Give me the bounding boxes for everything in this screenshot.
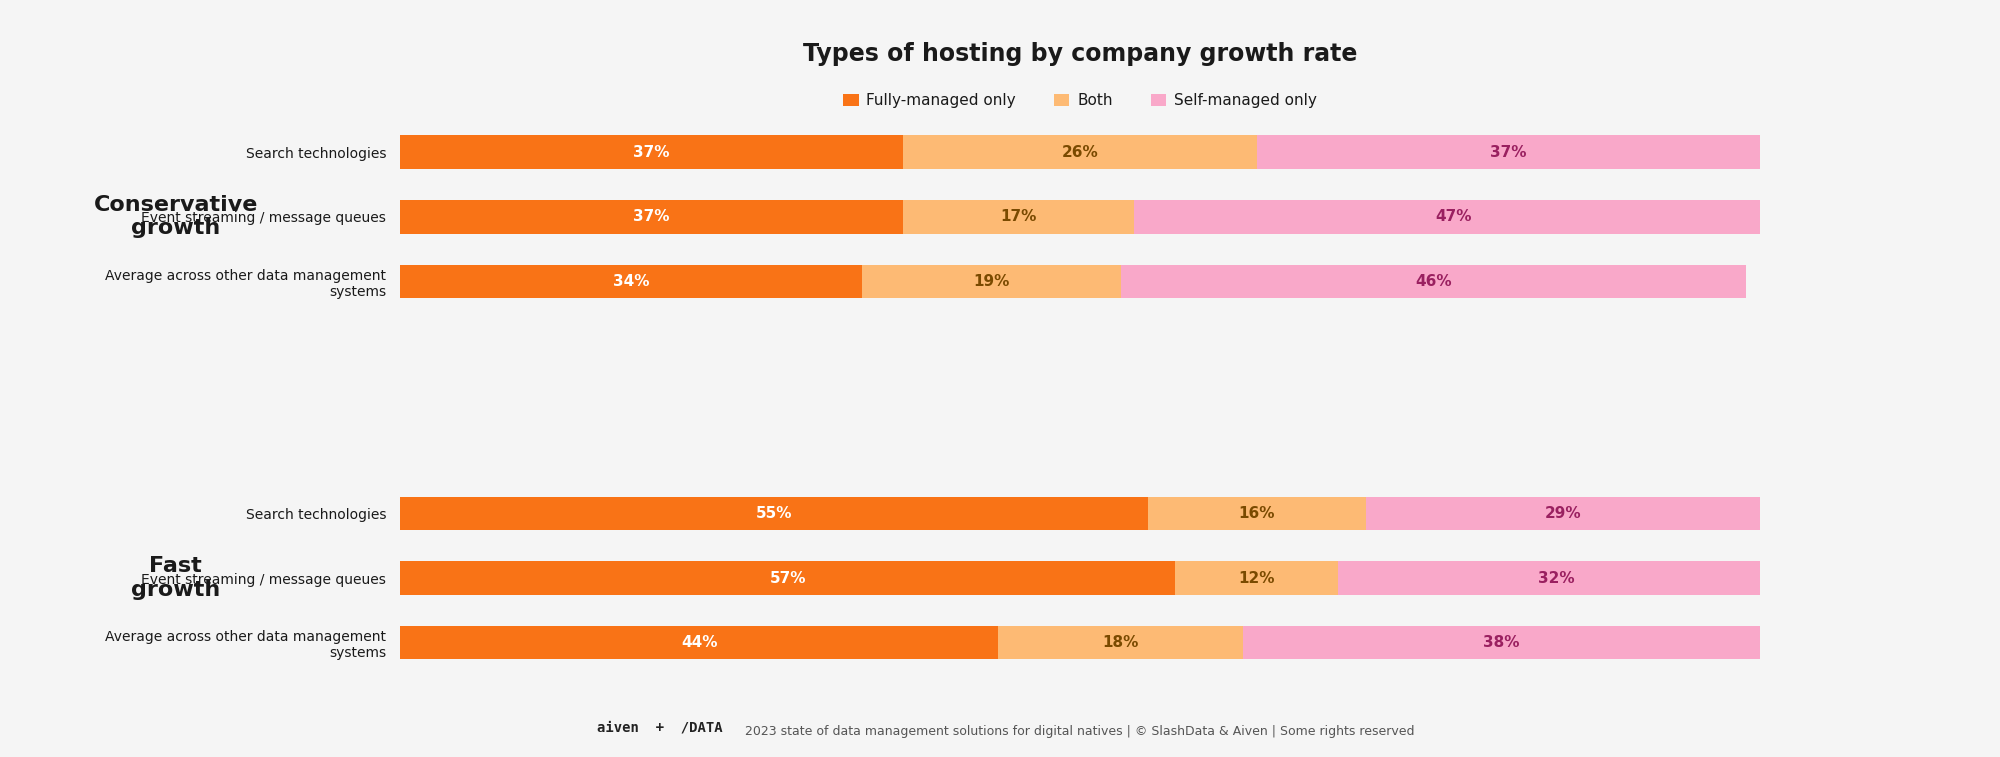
Text: 18%: 18%: [1102, 635, 1138, 650]
Text: 47%: 47%: [1436, 209, 1472, 224]
Bar: [1134, 200, 1774, 234]
Bar: [904, 136, 1256, 169]
Bar: [400, 626, 998, 659]
Text: Fast
growth: Fast growth: [130, 556, 220, 600]
Text: 38%: 38%: [1484, 635, 1520, 650]
Text: 2023 state of data management solutions for digital natives | © SlashData & Aive: 2023 state of data management solutions …: [746, 725, 1414, 738]
Bar: [1148, 497, 1366, 531]
Text: Types of hosting by company growth rate: Types of hosting by company growth rate: [802, 42, 1358, 66]
Text: 55%: 55%: [756, 506, 792, 521]
Bar: [998, 626, 1244, 659]
Bar: [400, 497, 1148, 531]
Text: aiven  +  /DATA: aiven + /DATA: [598, 721, 722, 734]
Text: 19%: 19%: [974, 274, 1010, 288]
Text: 34%: 34%: [612, 274, 650, 288]
Bar: [1366, 497, 1760, 531]
Bar: [1244, 626, 1760, 659]
Text: 29%: 29%: [1544, 506, 1582, 521]
Text: 32%: 32%: [1538, 571, 1574, 586]
Text: 12%: 12%: [1238, 571, 1276, 586]
Text: 16%: 16%: [1238, 506, 1276, 521]
Text: 46%: 46%: [1416, 274, 1452, 288]
Bar: [1120, 264, 1746, 298]
Bar: [862, 264, 1120, 298]
Bar: [400, 200, 904, 234]
Bar: [400, 264, 862, 298]
Text: 26%: 26%: [1062, 145, 1098, 160]
Text: 37%: 37%: [634, 209, 670, 224]
Text: 44%: 44%: [680, 635, 718, 650]
Bar: [1176, 561, 1338, 595]
Bar: [1338, 561, 1774, 595]
Bar: [1256, 136, 1760, 169]
Bar: [904, 200, 1134, 234]
Bar: [400, 561, 1176, 595]
Bar: [400, 136, 904, 169]
Text: Conservative
growth: Conservative growth: [94, 195, 258, 238]
Text: 57%: 57%: [770, 571, 806, 586]
Text: 17%: 17%: [1000, 209, 1036, 224]
Text: 37%: 37%: [1490, 145, 1526, 160]
Text: 37%: 37%: [634, 145, 670, 160]
Legend: Fully-managed only, Both, Self-managed only: Fully-managed only, Both, Self-managed o…: [838, 87, 1322, 114]
